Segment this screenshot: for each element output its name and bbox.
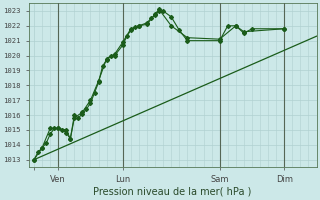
X-axis label: Pression niveau de la mer( hPa ): Pression niveau de la mer( hPa ) [93, 187, 252, 197]
